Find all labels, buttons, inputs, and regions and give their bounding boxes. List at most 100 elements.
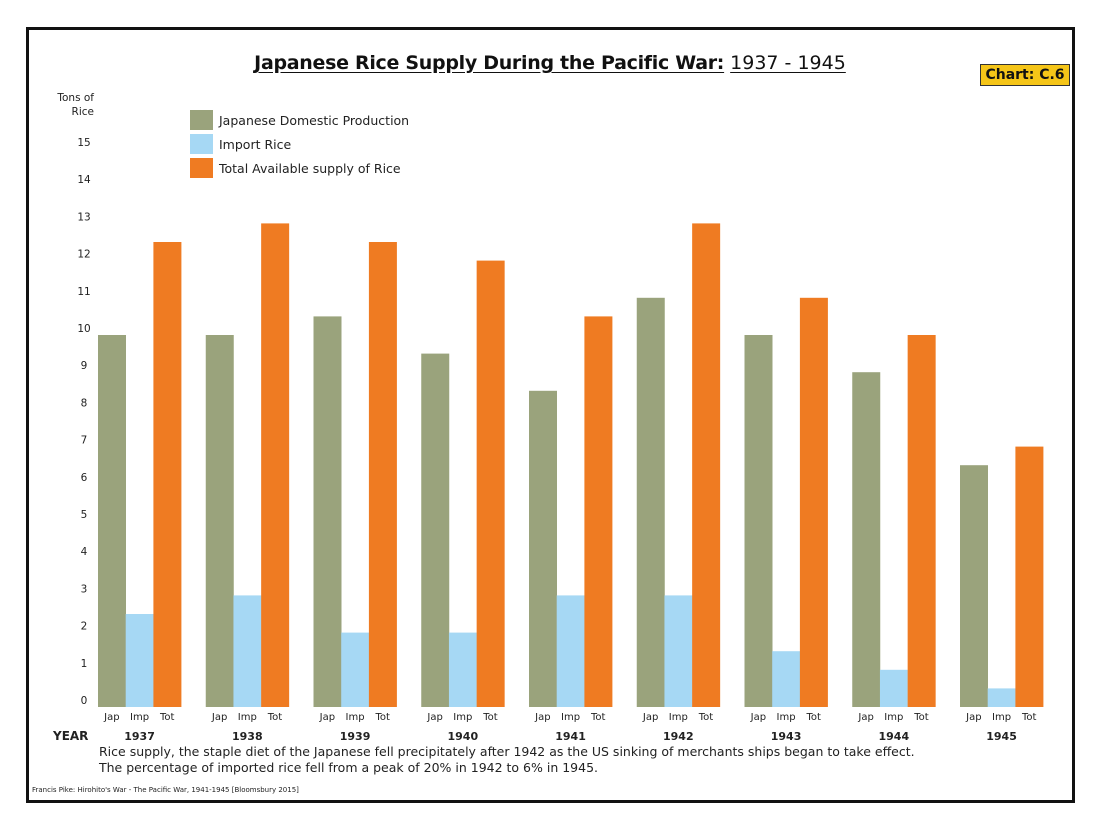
bar-sublabel-jap: Jap (642, 712, 658, 723)
y-tick-label: 2 (81, 621, 88, 633)
bar-tot-1945 (1015, 446, 1044, 707)
bar-sublabel-imp: Imp (346, 712, 365, 723)
bar-sublabel-imp: Imp (884, 712, 903, 723)
x-tick-label-year: 1939 (340, 730, 371, 743)
bar-sublabel-jap: Jap (211, 712, 227, 723)
bar-imp-1943 (772, 651, 801, 707)
bar-tot-1943 (799, 297, 828, 707)
bar-imp-1945 (987, 688, 1016, 707)
bar-sublabel-jap: Jap (103, 712, 119, 723)
bar-sublabel-imp: Imp (777, 712, 796, 723)
y-tick-label: 8 (81, 397, 88, 409)
legend-swatch-domestic (190, 110, 213, 130)
bar-sublabel-imp: Imp (130, 712, 149, 723)
bar-sublabel-tot: Tot (482, 712, 498, 723)
bar-sublabel-jap: Jap (426, 712, 442, 723)
bar-tot-1941 (584, 316, 613, 707)
caption-line-2: The percentage of imported rice fell fro… (99, 760, 599, 775)
bar-sublabel-jap: Jap (534, 712, 550, 723)
bar-sublabel-tot: Tot (1021, 712, 1037, 723)
x-tick-label-year: 1940 (447, 730, 478, 743)
bar-sublabel-imp: Imp (561, 712, 580, 723)
bar-sublabel-tot: Tot (375, 712, 391, 723)
bar-tot-1940 (476, 260, 505, 707)
legend: Japanese Domestic Production Import Rice… (190, 108, 409, 180)
bar-sublabel-imp: Imp (669, 712, 688, 723)
x-tick-label-year: 1937 (124, 730, 155, 743)
legend-item-domestic: Japanese Domestic Production (190, 108, 409, 132)
y-tick-label: 11 (77, 286, 90, 298)
bar-sublabel-imp: Imp (992, 712, 1011, 723)
bar-tot-1939 (368, 242, 397, 707)
bar-sublabel-jap: Jap (750, 712, 766, 723)
bar-jap-1942 (636, 297, 665, 707)
legend-label-domestic: Japanese Domestic Production (219, 112, 410, 128)
legend-label-import: Import Rice (219, 136, 292, 152)
y-tick-label: 7 (81, 435, 88, 447)
bar-sublabel-jap: Jap (965, 712, 981, 723)
bar-jap-1937 (98, 335, 126, 707)
bar-jap-1940 (421, 353, 450, 707)
x-tick-label-year: 1945 (986, 730, 1017, 743)
y-tick-label: 1 (81, 658, 88, 670)
bar-imp-1940 (448, 632, 477, 707)
bar-imp-1937 (125, 614, 154, 707)
bar-tot-1938 (261, 223, 290, 707)
bar-sublabel-tot: Tot (806, 712, 822, 723)
legend-item-total: Total Available supply of Rice (190, 156, 409, 180)
y-tick-label: 0 (81, 695, 88, 707)
bar-sublabel-jap: Jap (857, 712, 873, 723)
bar-sublabel-tot: Tot (590, 712, 606, 723)
y-axis-label-line2: Rice (71, 106, 94, 118)
legend-swatch-total (190, 158, 213, 178)
bar-sublabel-jap: Jap (319, 712, 335, 723)
source-citation: Francis Pike: Hirohito's War - The Pacif… (32, 786, 299, 794)
caption: Rice supply, the staple diet of the Japa… (99, 744, 915, 776)
y-axis-label-line1: Tons of (57, 92, 94, 104)
bar-jap-1938 (205, 335, 234, 707)
chart-frame (26, 27, 1075, 803)
x-tick-label-year: 1943 (771, 730, 802, 743)
chart-title-main: Japanese Rice Supply During the Pacific … (254, 52, 725, 74)
y-tick-label: 10 (77, 323, 90, 335)
x-tick-label-year: 1938 (232, 730, 263, 743)
bar-tot-1944 (907, 335, 936, 707)
y-tick-label: 6 (81, 472, 88, 484)
bar-imp-1942 (664, 595, 693, 707)
y-tick-label: 4 (81, 546, 88, 558)
x-tick-label-year: 1944 (878, 730, 909, 743)
x-axis-title: YEAR (53, 729, 89, 743)
bar-tot-1937 (153, 242, 182, 707)
bar-sublabel-tot: Tot (159, 712, 175, 723)
bar-sublabel-imp: Imp (453, 712, 472, 723)
chart-title: Japanese Rice Supply During the Pacific … (0, 52, 1100, 74)
y-tick-label: 12 (77, 249, 90, 261)
bar-tot-1942 (692, 223, 721, 707)
bar-jap-1944 (852, 372, 881, 707)
x-tick-label-year: 1941 (555, 730, 586, 743)
bar-imp-1939 (341, 632, 370, 707)
bar-jap-1941 (529, 390, 557, 707)
x-tick-label-year: 1942 (663, 730, 694, 743)
y-tick-label: 13 (77, 211, 90, 223)
chart-title-range: 1937 - 1945 (730, 52, 846, 74)
bar-imp-1941 (556, 595, 585, 707)
y-axis-label: Tons of Rice (52, 91, 94, 119)
legend-item-import: Import Rice (190, 132, 409, 156)
chart-id-badge: Chart: C.6 (980, 64, 1070, 86)
caption-line-1: Rice supply, the staple diet of the Japa… (99, 744, 915, 759)
legend-swatch-import (190, 134, 213, 154)
bar-imp-1944 (879, 669, 908, 707)
y-tick-label: 9 (81, 360, 88, 372)
y-tick-label: 5 (81, 509, 88, 521)
bar-sublabel-imp: Imp (238, 712, 257, 723)
bar-jap-1943 (744, 335, 773, 707)
bar-sublabel-tot: Tot (913, 712, 929, 723)
y-tick-label: 15 (77, 137, 90, 149)
y-tick-label: 3 (81, 583, 88, 595)
bar-sublabel-tot: Tot (698, 712, 714, 723)
y-tick-label: 14 (77, 174, 91, 186)
bar-jap-1939 (313, 316, 342, 707)
bar-jap-1945 (960, 465, 988, 707)
